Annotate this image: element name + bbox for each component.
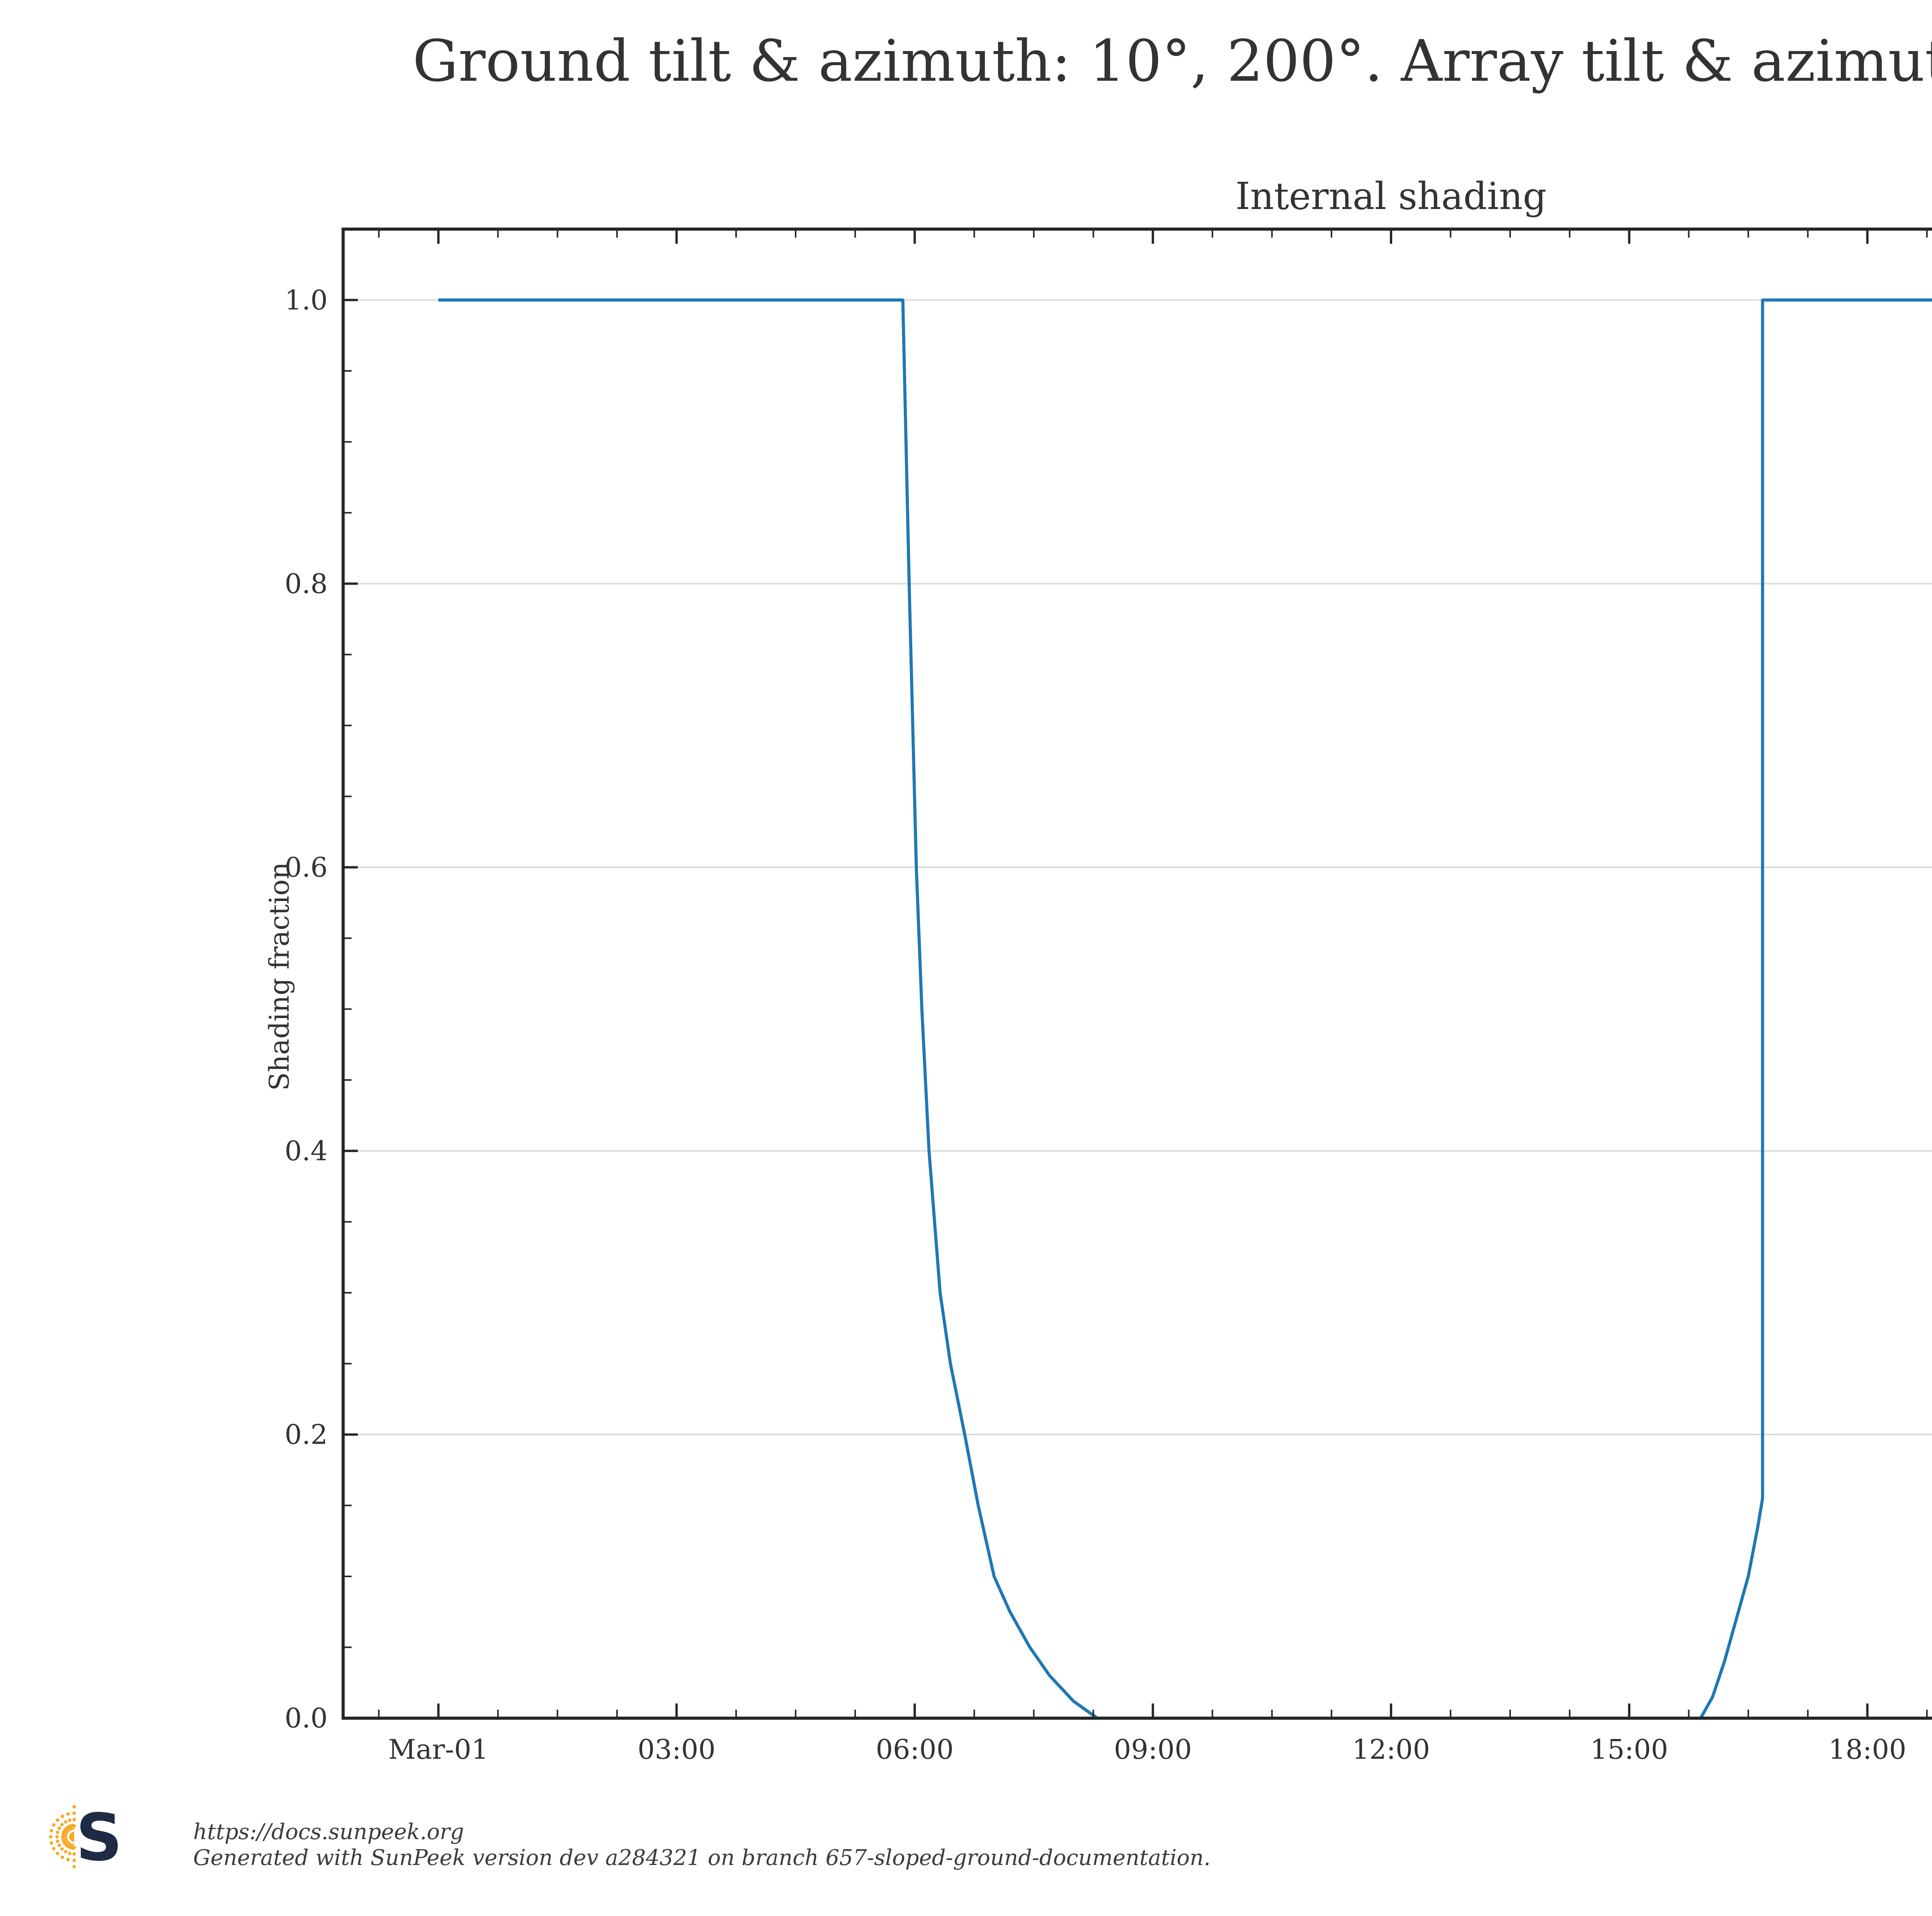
y-tick-label: 0.6 — [284, 851, 328, 883]
logo-letter: S — [76, 1801, 120, 1875]
x-tick-label: 18:00 — [1828, 1734, 1906, 1765]
data-series — [438, 298, 1932, 1720]
x-tick-label: Mar-01 — [388, 1734, 489, 1765]
x-tick-label: 06:00 — [876, 1734, 954, 1765]
x-tick-label: 15:00 — [1590, 1734, 1668, 1765]
footer: https://docs.sunpeek.org Generated with … — [193, 1819, 1211, 1871]
footer-generated-note: Generated with SunPeek version dev a2843… — [193, 1845, 1211, 1870]
y-tick-label: 1.0 — [284, 284, 328, 316]
footer-url: https://docs.sunpeek.org — [193, 1819, 464, 1845]
y-tick-label: 0.8 — [284, 568, 328, 600]
sun-core-icon — [61, 1824, 75, 1850]
y-tick-label: 0.4 — [284, 1135, 328, 1167]
y-tick-label: 0.2 — [284, 1418, 328, 1450]
gridlines — [343, 299, 1932, 1719]
x-tick-label: 09:00 — [1114, 1734, 1192, 1765]
sunpeek-logo: S — [44, 1801, 120, 1875]
y-tick-label: 0.0 — [284, 1702, 328, 1734]
sun-rays-icon — [44, 1802, 76, 1872]
figure-title: Ground tilt & azimuth: 10°, 200°. Array … — [412, 28, 1932, 94]
axes-title: Internal shading — [1235, 175, 1547, 218]
x-tick-label: 03:00 — [638, 1734, 716, 1765]
y-axis-label: Shading fraction — [264, 862, 295, 1091]
x-tick-label: 12:00 — [1352, 1734, 1430, 1765]
axes-spines-and-ticks — [342, 228, 1932, 1720]
